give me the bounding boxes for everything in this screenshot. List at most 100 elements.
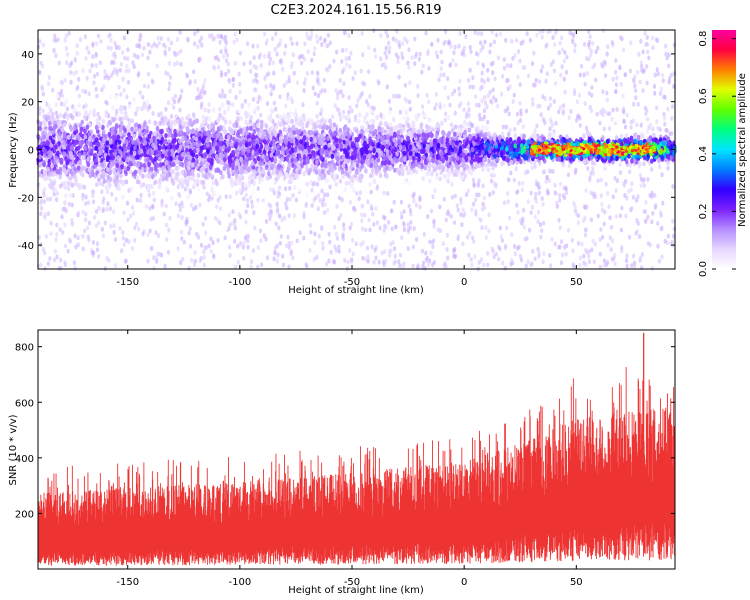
spectrogram-cell xyxy=(628,169,632,175)
spectrogram-cell xyxy=(551,123,555,128)
spectrogram-cell xyxy=(202,184,206,190)
spectrogram-cell xyxy=(604,73,608,78)
spectrogram-cell xyxy=(548,96,552,101)
spectrogram-cell xyxy=(518,58,522,64)
spectrogram-cell xyxy=(558,181,563,187)
spectrogram-cell xyxy=(167,227,171,233)
spectrogram-cell xyxy=(204,230,208,236)
spectrogram-cell xyxy=(493,162,498,168)
spectrogram-cell xyxy=(51,170,56,176)
spectrogram-cell xyxy=(79,170,83,177)
spectrogram-cell xyxy=(190,257,194,263)
spectrogram-cell xyxy=(496,244,501,250)
spectrogram-cell xyxy=(132,64,136,70)
spectrogram-cell xyxy=(491,87,495,93)
spectrogram-cell xyxy=(602,126,606,132)
spectrogram-cell xyxy=(506,131,511,138)
spectrogram-cell xyxy=(599,193,603,199)
spectrogram-cell xyxy=(522,224,526,230)
spectrogram-cell xyxy=(127,68,131,74)
spectrogram-cell xyxy=(199,167,203,173)
spectrogram-cell xyxy=(188,188,192,194)
spectrogram-cell xyxy=(642,161,646,167)
spectrogram-cell xyxy=(211,37,215,42)
spectrogram-cell xyxy=(246,203,250,209)
spectrogram-cell xyxy=(234,95,238,100)
spectrogram-cell xyxy=(365,127,369,133)
spectrogram-cell xyxy=(421,260,426,266)
spectrogram-cell xyxy=(338,78,342,83)
spectrogram-cell xyxy=(63,243,68,249)
spectrogram-cell xyxy=(577,113,581,119)
spectrogram-cell xyxy=(328,239,332,245)
spectrogram-cell xyxy=(384,45,388,51)
spectrogram-cell xyxy=(271,169,276,175)
spectrogram-cell xyxy=(432,224,436,229)
spectrogram-cell xyxy=(668,131,672,137)
spectrogram-cell xyxy=(439,66,443,71)
spectrogram-cell xyxy=(342,81,346,86)
spectrogram-cell xyxy=(153,180,157,186)
spectrogram-cell xyxy=(301,102,305,108)
spectrogram-cell xyxy=(201,85,205,91)
spectrogram-cell xyxy=(47,120,52,126)
spectrogram-cell xyxy=(236,243,240,249)
spectrogram-cell xyxy=(544,78,548,84)
spectrogram-cell xyxy=(589,108,593,113)
spectrogram-cell xyxy=(113,41,117,46)
spectrogram-cell xyxy=(105,206,109,212)
spectrogram-cell xyxy=(636,101,640,107)
spectrogram-cell xyxy=(574,167,578,173)
spectrogram-cell xyxy=(308,248,312,253)
spectrogram-cell xyxy=(385,54,389,60)
spectrogram-cell xyxy=(267,212,271,217)
spectrogram-cell xyxy=(355,191,359,196)
spectrogram-cell xyxy=(560,252,565,258)
spectrogram-cell xyxy=(148,206,152,211)
spectrogram-cell xyxy=(249,68,253,74)
spectrogram-cell xyxy=(177,97,182,102)
spectrogram-cell xyxy=(180,236,184,242)
spectrogram-cell xyxy=(326,32,330,38)
spectrogram-cell xyxy=(482,262,486,268)
spectrogram-cell xyxy=(155,63,159,69)
spectrogram-cell xyxy=(545,71,550,77)
spectrogram-cell xyxy=(360,31,364,36)
spectrogram-cell xyxy=(571,248,575,254)
spectrogram-cell xyxy=(123,55,127,61)
spectrogram-cell xyxy=(638,234,642,239)
spectrogram-cell xyxy=(651,211,655,216)
spectrogram-cell xyxy=(651,35,655,41)
spectrogram-cell xyxy=(641,88,645,94)
spectrogram-cell xyxy=(219,33,223,39)
spectrogram-cell xyxy=(494,32,499,38)
spectrogram-cell xyxy=(95,247,99,253)
spectrogram-cell xyxy=(321,241,325,247)
spectrogram-cell xyxy=(244,209,248,215)
spectrogram-cell xyxy=(438,204,442,210)
spectrogram-cell xyxy=(103,75,107,80)
spectrogram-cell xyxy=(337,249,341,254)
spectrogram-cell xyxy=(431,244,435,250)
spectrogram-cell xyxy=(532,50,536,56)
spectrogram-cell xyxy=(274,221,278,227)
spectrogram-cell xyxy=(563,245,567,251)
spectrogram-cell xyxy=(310,203,314,208)
spectrogram-cell xyxy=(147,192,151,198)
spectrogram-cell xyxy=(293,111,297,117)
spectrogram-cell xyxy=(141,94,145,100)
spectrogram-cell xyxy=(551,132,556,138)
spectrogram-cell xyxy=(439,72,443,78)
spectrogram-cell xyxy=(406,222,410,228)
spectrogram-cell xyxy=(414,169,419,175)
spectrogram-cell xyxy=(255,79,259,85)
spectrogram-cell xyxy=(633,132,637,138)
spectrogram-cell xyxy=(215,204,219,210)
spectrogram-cell xyxy=(466,101,470,107)
spectrogram-cell xyxy=(517,181,521,186)
spectrogram-cell xyxy=(84,194,88,200)
spectrogram-cell xyxy=(472,201,476,207)
spectrogram-cell xyxy=(210,196,214,201)
spectrogram-cell xyxy=(613,175,617,181)
spectrogram-cell xyxy=(534,199,538,204)
